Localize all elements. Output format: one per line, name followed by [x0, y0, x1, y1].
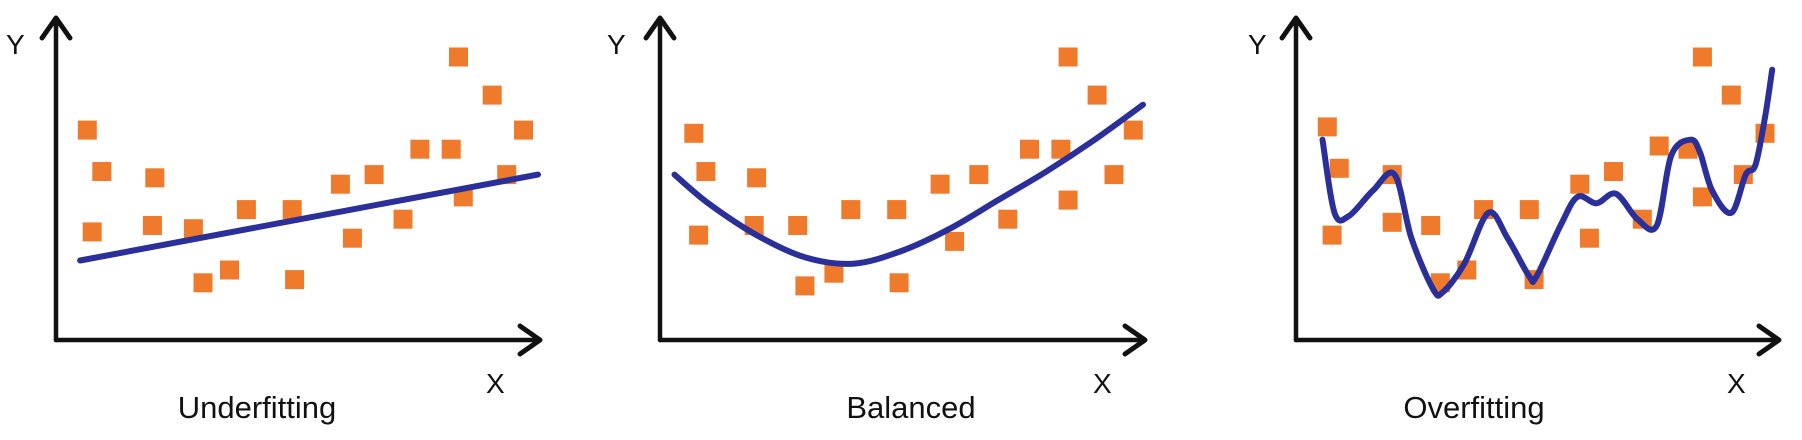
data-point	[193, 273, 213, 293]
data-point	[824, 263, 844, 283]
data-point	[482, 85, 502, 105]
data-point	[1087, 85, 1107, 105]
data-point	[684, 123, 704, 143]
data-point	[282, 200, 302, 220]
data-point	[1692, 47, 1712, 67]
y-axis-arrowhead	[39, 15, 73, 41]
data-point	[1649, 136, 1669, 156]
data-point	[1329, 158, 1349, 178]
data-point	[285, 270, 305, 290]
data-point	[930, 174, 950, 194]
x-axis-arrowhead	[1756, 323, 1782, 357]
data-point	[1579, 228, 1599, 248]
y-axis-label: Y	[6, 29, 25, 60]
data-point	[82, 222, 102, 242]
x-axis-label: X	[1727, 368, 1746, 399]
data-point	[449, 47, 468, 67]
x-axis-label: X	[1093, 368, 1112, 399]
data-point	[841, 200, 861, 220]
x-axis-label: X	[486, 368, 505, 399]
data-point	[998, 209, 1018, 229]
data-point	[795, 276, 815, 296]
data-point	[889, 273, 909, 293]
data-point	[92, 162, 112, 181]
data-point	[393, 209, 413, 229]
data-point	[1721, 85, 1741, 105]
data-point	[1020, 139, 1039, 159]
y-axis-label: Y	[607, 29, 626, 60]
data-point	[220, 260, 239, 280]
data-point	[1104, 165, 1124, 185]
data-point	[342, 228, 362, 248]
data-points	[77, 47, 533, 293]
data-point	[364, 165, 384, 185]
data-point	[1421, 216, 1441, 235]
panel-underfitting: Y X Underfitting	[6, 15, 543, 425]
data-point	[1051, 139, 1071, 159]
y-axis-arrowhead	[1279, 15, 1313, 41]
data-points	[684, 47, 1143, 296]
y-axis-label: Y	[1248, 29, 1267, 60]
x-axis-arrowhead	[1122, 323, 1148, 357]
data-point	[1058, 47, 1078, 67]
data-point	[969, 165, 989, 185]
data-point	[77, 120, 97, 140]
data-point	[1058, 190, 1078, 210]
data-point	[689, 225, 709, 245]
data-point	[1123, 120, 1143, 140]
data-point	[142, 216, 162, 235]
data-point	[514, 120, 533, 140]
data-point	[887, 200, 907, 220]
data-point	[1519, 200, 1539, 220]
data-point	[236, 200, 256, 220]
data-point	[1632, 209, 1652, 229]
panel-title: Balanced	[846, 390, 975, 425]
data-point	[788, 216, 808, 235]
x-axis-arrowhead	[517, 323, 543, 357]
fit-curve	[1319, 66, 1776, 299]
data-point	[1604, 162, 1623, 181]
fit-curve	[671, 101, 1146, 267]
y-axis-arrowhead	[643, 15, 677, 41]
data-point	[747, 168, 767, 188]
data-point	[1322, 225, 1342, 245]
data-point	[1317, 117, 1337, 137]
data-point	[1570, 174, 1590, 194]
data-point	[410, 139, 430, 159]
data-point	[945, 231, 965, 251]
panel-overfitting: Y X Overfitting	[1248, 15, 1782, 425]
data-point	[183, 219, 203, 239]
data-point	[696, 162, 716, 181]
data-point	[441, 139, 461, 159]
data-point	[145, 168, 165, 188]
panel-title: Underfitting	[178, 390, 337, 425]
data-point	[1692, 187, 1712, 207]
fit-curve	[77, 171, 541, 264]
data-point	[330, 174, 350, 194]
data-point	[1382, 212, 1402, 232]
panel-title: Overfitting	[1403, 390, 1544, 425]
panel-balanced: Y X Balanced	[607, 15, 1148, 425]
